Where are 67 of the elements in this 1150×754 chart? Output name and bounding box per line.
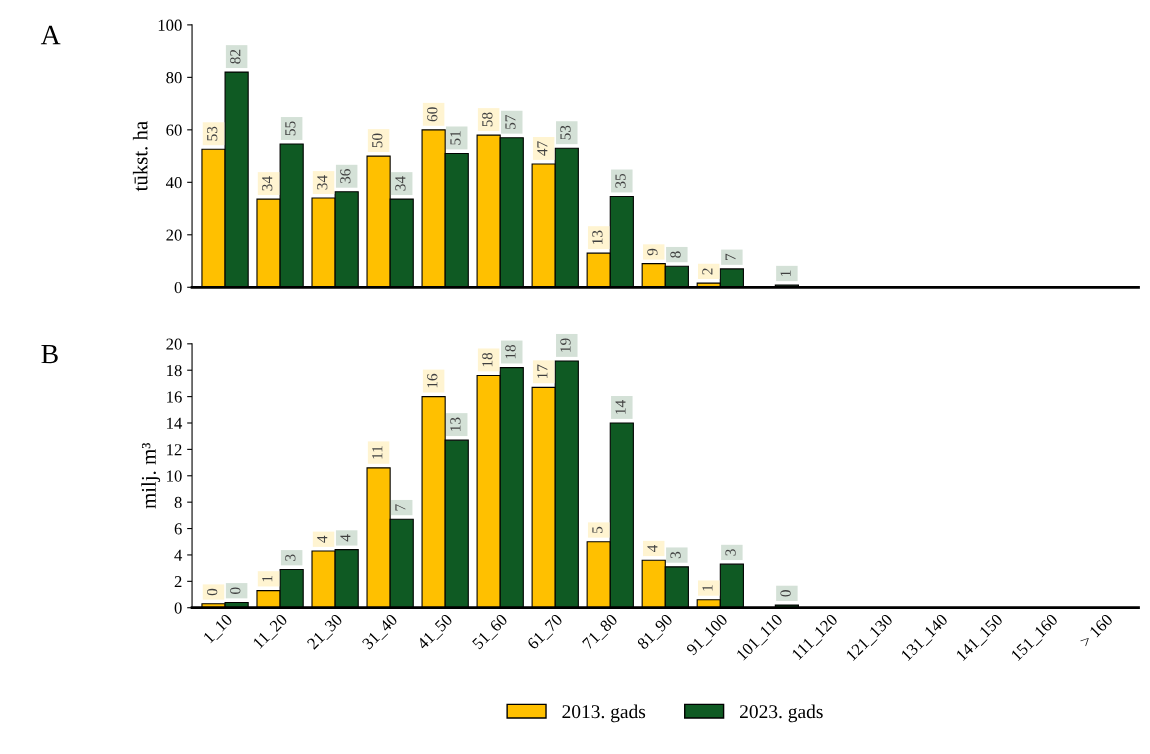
y-tick-label: 14 [167,417,183,429]
data-label: 3 [725,549,736,556]
data-label: 34 [395,176,406,191]
data-label: 5 [592,526,603,533]
y-tick-label: 18 [167,364,182,377]
y-tick-label: 4 [174,549,183,561]
data-label: 34 [262,176,273,191]
text: A [40,25,61,45]
data-label: 1 [262,575,273,582]
data-label: 58 [482,112,493,127]
data-label: 1 [702,585,713,591]
data-label: 53 [207,126,218,141]
data-label: 50 [372,133,383,148]
data-label: 7 [725,253,736,261]
y-tick-label: 20 [166,229,182,241]
data-label: 3 [285,554,296,561]
data-label: 60 [427,107,438,122]
data-label: 11 [372,446,383,459]
data-label: 16 [427,373,438,388]
y-axis-title: tūkst. ha [132,121,148,192]
y-tick-label: 8 [174,496,182,509]
data-label: 1 [780,270,791,276]
data-label: 57 [505,115,516,129]
data-label: 4 [647,544,658,553]
legend-label: 2013. gads [562,704,646,723]
y-tick-label: 20 [166,338,182,350]
y-tick-label: 80 [166,72,182,84]
data-label: 47 [537,141,548,156]
data-label: 82 [230,49,241,64]
data-label: 0 [780,590,791,597]
x-tick-label: 1_10 [202,613,235,645]
data-label: 3 [670,551,681,559]
y-tick-label: 60 [166,124,182,136]
y-axis-title: milj. m³ [141,442,161,509]
data-label: 13 [592,230,603,244]
data-label: 9 [647,248,658,256]
text: B [41,344,58,364]
data-label: 13 [450,417,461,431]
x-tick-label: > 160 [1079,613,1114,648]
data-label: 4 [340,534,351,542]
data-label: 55 [285,121,296,136]
data-label: 17 [537,364,548,379]
data-label: 53 [560,125,571,140]
data-label: 19 [560,338,571,352]
y-tick-label: 0 [174,602,182,614]
legend-label: 2023. gads [740,704,823,723]
y-tick-label: 0 [174,281,182,294]
y-tick-label: 40 [165,177,182,189]
y-tick-label: 2 [174,576,182,588]
data-label: 18 [482,352,493,367]
data-label: 14 [615,400,626,414]
y-tick-label: 16 [167,391,182,403]
data-label: 34 [317,175,328,190]
y-tick-label: 6 [174,523,182,535]
data-label: 7 [395,504,406,511]
data-label: 8 [670,251,681,258]
y-tick-label: 10 [167,470,182,482]
data-label: 36 [340,169,351,184]
y-tick-label: 100 [158,19,182,31]
data-label: 35 [615,173,626,188]
data-label: 2 [702,268,713,275]
data-label: 0 [230,587,241,594]
data-label: 0 [207,588,218,596]
data-label: 18 [505,344,516,359]
data-label: 51 [450,131,461,145]
y-tick-label: 12 [167,444,182,456]
data-label: 4 [317,535,328,543]
